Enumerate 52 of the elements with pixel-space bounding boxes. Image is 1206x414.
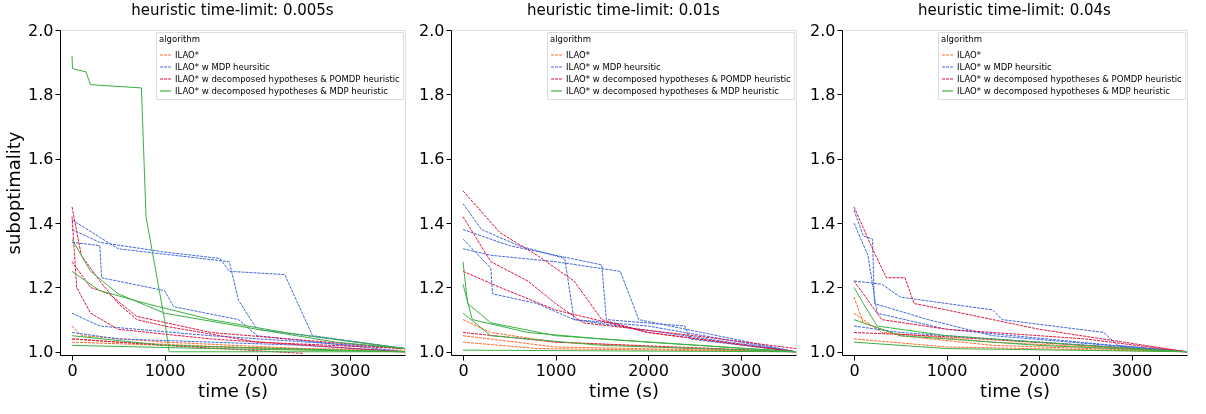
y-tick-label: 1.6 (419, 149, 445, 169)
chart-title: heuristic time-limit: 0.04s (918, 1, 1112, 19)
y-tick-label: 1.6 (28, 149, 54, 169)
legend-title: algorithm (550, 34, 592, 44)
x-tick-label: 0 (67, 360, 78, 380)
x-tick-label: 2000 (1019, 360, 1060, 380)
y-tick-label: 1.4 (419, 213, 445, 233)
x-tick-label: 2000 (628, 360, 669, 380)
legend-label: ILAO* (175, 50, 200, 60)
x-tick-label: 2000 (237, 360, 278, 380)
x-tick-label: 0 (458, 360, 469, 380)
chart-title: heuristic time-limit: 0.005s (131, 1, 334, 19)
legend-label: ILAO* w MDP heursitic (957, 62, 1053, 72)
chart-title: heuristic time-limit: 0.01s (527, 1, 721, 19)
y-tick-label: 1.2 (810, 277, 836, 297)
y-tick-label: 1.2 (419, 277, 445, 297)
y-tick-label: 1.8 (810, 84, 836, 104)
y-tick-label: 2.0 (28, 20, 54, 40)
x-axis-title: time (s) (589, 379, 659, 401)
x-tick-label: 1000 (926, 360, 968, 380)
legend-label: ILAO* (957, 50, 982, 60)
legend-label: ILAO* w decomposed hypotheses & MDP heuristic (957, 86, 1171, 96)
y-tick-label: 1.4 (810, 213, 836, 233)
y-tick-label: 1.6 (810, 149, 836, 169)
legend-label: ILAO* (566, 50, 591, 60)
legend-label: ILAO* w decomposed hypotheses & POMDP heuristic (175, 74, 401, 84)
legend-label: ILAO* w MDP heursitic (566, 62, 662, 72)
y-tick-label: 1.4 (28, 213, 54, 233)
x-tick-label: 3000 (329, 360, 371, 380)
y-tick-label: 1.8 (419, 84, 445, 104)
legend-label: ILAO* w decomposed hypotheses & MDP heuristic (175, 86, 389, 96)
y-tick-label: 1.0 (810, 342, 836, 362)
x-tick-label: 3000 (720, 360, 762, 380)
x-tick-label: 0 (849, 360, 860, 380)
y-tick-label: 1.8 (28, 84, 54, 104)
y-tick-label: 1.2 (28, 277, 54, 297)
y-tick-label: 2.0 (810, 20, 836, 40)
legend-label: ILAO* w MDP heursitic (175, 62, 271, 72)
x-tick-label: 3000 (1111, 360, 1153, 380)
y-tick-label: 1.0 (419, 342, 445, 362)
legend-title: algorithm (159, 34, 201, 44)
y-tick-label: 1.0 (28, 342, 54, 362)
x-tick-label: 1000 (144, 360, 186, 380)
legend-label: ILAO* w decomposed hypotheses & POMDP heuristic (957, 74, 1183, 84)
y-tick-label: 2.0 (419, 20, 445, 40)
y-axis-title: suboptimality (3, 131, 25, 255)
x-axis-title: time (s) (198, 379, 268, 401)
x-tick-label: 1000 (535, 360, 577, 380)
legend-label: ILAO* w decomposed hypotheses & POMDP heuristic (566, 74, 792, 84)
legend-label: ILAO* w decomposed hypotheses & MDP heuristic (566, 86, 780, 96)
x-axis-title: time (s) (980, 379, 1050, 401)
legend-title: algorithm (941, 34, 983, 44)
